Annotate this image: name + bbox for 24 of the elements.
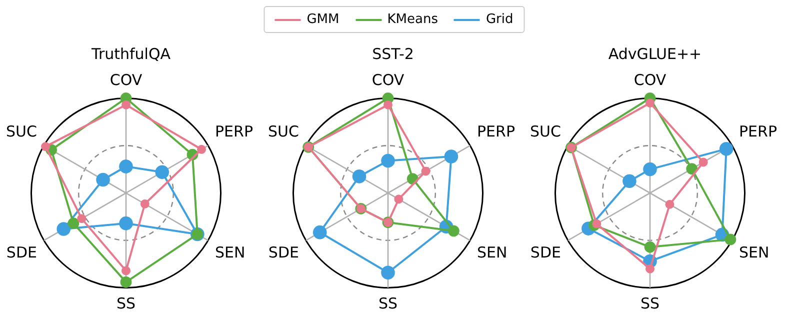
spoke-label: SDE — [268, 243, 299, 262]
legend-label: GMM — [306, 12, 340, 27]
spoke-label: COV — [634, 71, 667, 90]
spoke-label: PERP — [477, 122, 516, 140]
chart-title: SST-2 — [372, 44, 414, 63]
spoke-label: COV — [372, 71, 405, 90]
chart-title: AdvGLUE++ — [608, 44, 702, 63]
spoke-label: SEN — [215, 243, 246, 262]
spoke-label: SS — [116, 294, 136, 313]
spoke-label: SEN — [739, 243, 770, 262]
spoke-label: SDE — [530, 243, 561, 262]
spoke-label: SEN — [477, 243, 508, 262]
spoke-label: COV — [110, 71, 143, 90]
spoke-label: SUC — [268, 122, 299, 140]
legend-label: KMeans — [387, 12, 438, 27]
text: TruthfulQA — [90, 44, 172, 63]
spoke-label: SS — [378, 294, 398, 313]
spoke-label: PERP — [739, 122, 778, 140]
spoke-label: SDE — [6, 243, 37, 262]
spoke-label: SUC — [530, 122, 561, 140]
spoke-label: SUC — [6, 122, 37, 140]
spoke-label: SS — [640, 294, 660, 313]
spoke-label: PERP — [215, 122, 254, 140]
legend-label: Grid — [486, 12, 514, 27]
